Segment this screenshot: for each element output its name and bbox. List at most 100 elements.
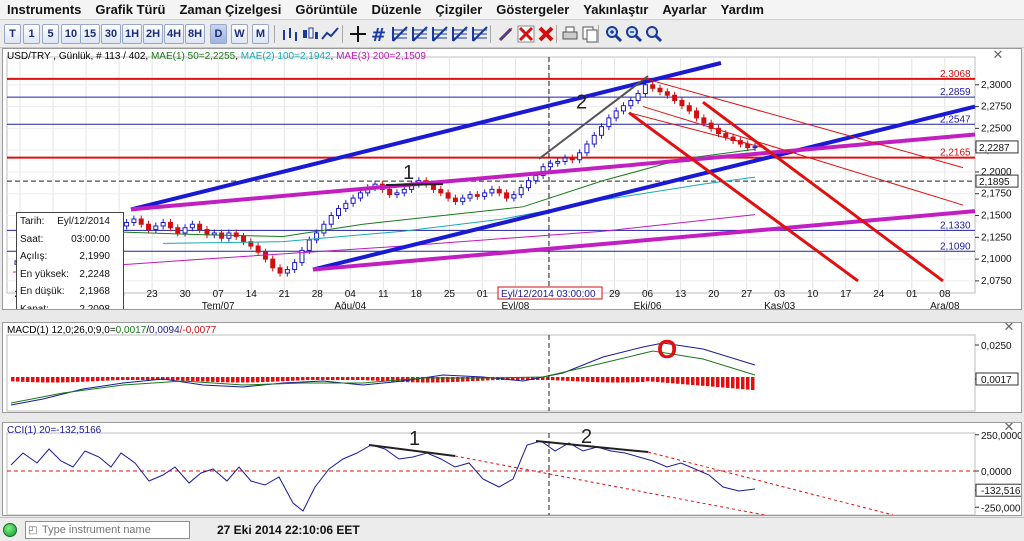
y-tick-label: 2,1500	[981, 211, 1012, 222]
cci-pane-close-icon[interactable]: ✕	[1003, 422, 1015, 435]
x-day-label: 07	[213, 289, 225, 300]
candle-body	[452, 197, 458, 203]
info-row: Saat: 03:00:00	[17, 231, 123, 249]
fibonacci-icon-9[interactable]	[470, 24, 490, 44]
candle-body	[262, 251, 268, 260]
menu-item-4[interactable]: Düzenle	[371, 1, 422, 17]
candlestick-icon-1[interactable]	[300, 24, 320, 44]
zoom-out-icon-16-svg	[626, 26, 643, 43]
timeframe-button-2H[interactable]: 2H	[143, 24, 163, 44]
x-day-label: 18	[411, 289, 423, 300]
macd-header-part-0: MACD(1) 12,0;26,0;9,0=	[7, 325, 116, 336]
cci-header: CCI(1) 20=-132,5166	[7, 425, 101, 436]
info-key: Tarih:	[20, 216, 45, 227]
menu-item-1[interactable]: Grafik Türü	[95, 1, 166, 17]
toolbar-separator-1	[342, 25, 343, 43]
macd-histogram-bar	[151, 377, 155, 380]
candle-body	[584, 143, 590, 154]
macd-histogram-bar	[656, 377, 660, 383]
icon-stroke	[392, 26, 408, 42]
timeframe-button-D[interactable]: D	[210, 24, 227, 44]
info-box: Tarih: Eyl/12/2014 Saat: 03:00:00 Açılış: 2,1…	[16, 212, 124, 309]
cci-plot-background	[6, 432, 976, 515]
fibonacci-icon-7[interactable]	[430, 24, 450, 44]
cci-svg[interactable]: 250,0000 0,0000 -132,5166 -250,0000 1 2	[3, 423, 1022, 516]
menu-item-6[interactable]: Göstergeler	[496, 1, 570, 17]
timeframe-button-T[interactable]: T	[4, 24, 21, 44]
pencil-icon-10[interactable]	[496, 24, 516, 44]
macd-histogram-bar	[646, 377, 650, 382]
crosshair-icon-3[interactable]	[348, 24, 368, 44]
menu-item-0[interactable]: Instruments	[7, 1, 82, 17]
icon-stroke	[634, 34, 643, 43]
candle-body	[657, 87, 663, 93]
menu-item-5[interactable]: Çizgiler	[435, 1, 483, 17]
x-day-label: 30	[180, 289, 192, 300]
zoom-out-icon-16[interactable]	[624, 24, 644, 44]
menu-item-9[interactable]: Yardım	[720, 1, 764, 17]
x-day-label: 27	[741, 289, 753, 300]
fibonacci-icon-6[interactable]	[410, 24, 430, 44]
macd-histogram-bar	[711, 377, 715, 387]
macd-histogram-bar	[301, 377, 305, 381]
timeframe-button-15[interactable]: 15	[80, 24, 100, 44]
macd-svg[interactable]: 0,0250 0,0017 O	[3, 323, 1022, 413]
cci-pane[interactable]: CCI(1) 20=-132,5166 ✕ 250,0000 0,0000 -132…	[2, 422, 1022, 516]
macd-histogram-bar	[81, 377, 85, 382]
zoom-in-icon-15[interactable]	[604, 24, 624, 44]
print-icon-13[interactable]	[560, 24, 580, 44]
macd-histogram-bar	[666, 377, 670, 383]
timeframe-button-8H[interactable]: 8H	[185, 24, 205, 44]
divergence-line-1	[385, 183, 444, 187]
menu-item-8[interactable]: Ayarlar	[662, 1, 707, 17]
timeframe-button-10[interactable]: 10	[61, 24, 81, 44]
macd-histogram-bar	[731, 377, 735, 389]
macd-histogram-bar	[26, 377, 30, 383]
macd-histogram-bar	[421, 377, 425, 383]
macd-histogram-bar	[216, 377, 220, 383]
macd-histogram-bar	[136, 377, 140, 380]
candle-body	[131, 218, 137, 224]
macd-pane-close-icon[interactable]: ✕	[1003, 322, 1015, 335]
fibonacci-icon-8[interactable]	[450, 24, 470, 44]
macd-histogram-bar	[251, 377, 255, 383]
instrument-search-box[interactable]: ◰	[25, 521, 190, 539]
x-day-label: 25	[444, 289, 456, 300]
timeframe-button-1[interactable]: 1	[23, 24, 40, 44]
candle-body	[606, 117, 612, 128]
fibonacci-icon-5[interactable]	[390, 24, 410, 44]
timeframe-button-4H[interactable]: 4H	[164, 24, 184, 44]
print-icon-13-svg	[562, 26, 578, 40]
price-chart-svg[interactable]: 2,30002,27502,25002,22502,20002,17502,15…	[3, 49, 1022, 310]
menu-item-3[interactable]: Görüntüle	[295, 1, 358, 17]
y-tick-label: 2,1000	[981, 254, 1012, 265]
hash-grid-icon-4[interactable]: #	[368, 24, 388, 46]
menu-item-2[interactable]: Zaman Çizelgesi	[179, 1, 282, 17]
bar-chart-icon-0[interactable]	[280, 24, 300, 44]
sr-line-label: 2,2547	[940, 114, 971, 125]
timeframe-button-1H[interactable]: 1H	[122, 24, 142, 44]
macd-histogram-bar	[171, 377, 175, 381]
line-chart-icon-2[interactable]	[320, 24, 340, 44]
x-month-label: Tem/07	[202, 301, 235, 310]
menu-item-7[interactable]: Yakınlaştır	[583, 1, 649, 17]
macd-histogram-bar	[481, 377, 485, 381]
copy-icon-14[interactable]	[580, 24, 600, 44]
x-month-label: Eki/06	[634, 301, 662, 310]
macd-histogram-bar	[46, 377, 50, 383]
macd-histogram-bar	[211, 377, 215, 382]
timeframe-button-5[interactable]: 5	[42, 24, 59, 44]
zoom-reset-icon-17[interactable]	[644, 24, 664, 44]
macd-histogram-bar	[726, 377, 730, 388]
delete-all-icon-12[interactable]	[536, 24, 556, 44]
macd-annotation: O	[657, 334, 677, 364]
pane-close-icon[interactable]: ✕	[992, 48, 1004, 63]
instrument-search-input[interactable]	[42, 524, 182, 536]
current-price-tag: 2,2287	[975, 140, 1019, 154]
macd-pane[interactable]: MACD(1) 12,0;26,0;9,0=0,0017/0,0094/-0,0…	[2, 322, 1022, 413]
delete-selected-icon-11[interactable]	[516, 24, 536, 44]
timeframe-button-M[interactable]: M	[252, 24, 269, 44]
timeframe-button-30[interactable]: 30	[101, 24, 121, 44]
timeframe-button-W[interactable]: W	[231, 24, 248, 44]
price-chart-pane[interactable]: USD/TRY , Günlük, # 113 / 402, MAE(1) 50…	[2, 48, 1022, 310]
